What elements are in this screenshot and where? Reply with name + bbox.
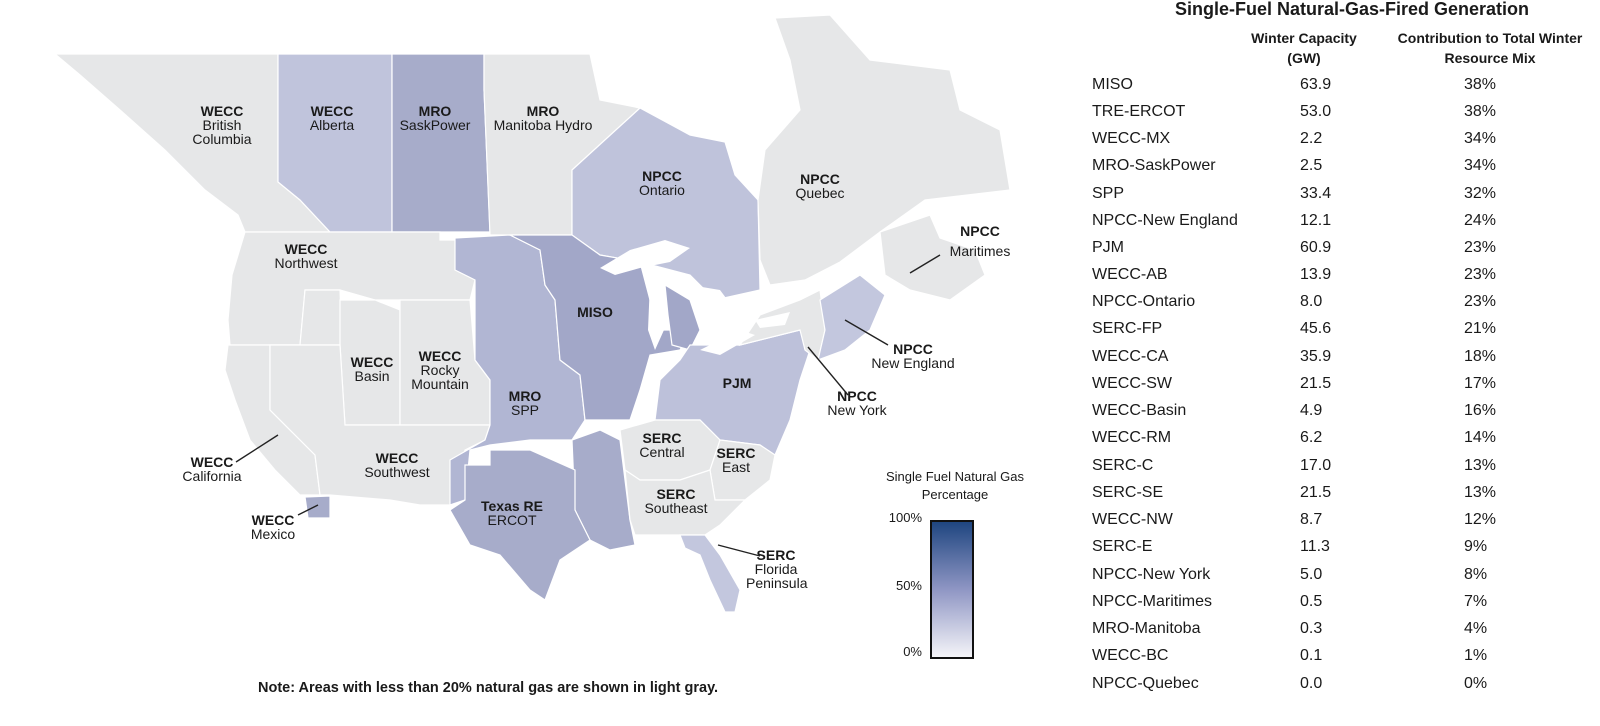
table-row: TRE-ERCOT 53.0 38%	[1092, 103, 1497, 120]
label-wecc-mexico: WECC Mexico	[250, 512, 296, 542]
label-wecc-bc: WECC British Columbia	[192, 103, 252, 147]
label-mro-manitoba: MRO Manitoba Hydro	[493, 103, 593, 133]
lake-michigan	[648, 282, 664, 350]
table-row: MRO-SaskPower 2.5 34%	[1092, 157, 1497, 174]
table-row: NPCC-Quebec 0.0 0%	[1092, 675, 1488, 692]
legend-title: Single Fuel Natural Gas Percentage	[885, 469, 1024, 502]
label-pjm: PJM	[722, 375, 752, 391]
lake-ontario	[755, 312, 790, 328]
table-row: WECC-CA 35.9 18%	[1092, 348, 1497, 365]
label-npcc-new-york: NPCC New York	[827, 388, 887, 418]
region-mro-saskpower[interactable]	[391, 53, 491, 233]
leader-line-new-york	[807, 346, 849, 396]
label-wecc-california: WECC California	[182, 454, 242, 484]
label-serc-east: SERC East	[716, 445, 756, 475]
region-wecc-northwest[interactable]	[227, 231, 476, 346]
label-mro-spp: MRO SPP	[508, 388, 542, 418]
leader-line-maritimes	[909, 254, 941, 274]
region-texas-re-ercot[interactable]	[449, 449, 591, 601]
region-serc-southeast[interactable]	[624, 468, 747, 536]
region-npcc-maritimes[interactable]	[879, 214, 986, 301]
region-npcc-new-england[interactable]	[817, 274, 886, 361]
table-title: Single-Fuel Natural-Gas-Fired Generation	[1174, 0, 1530, 19]
region-serc-florida-peninsula[interactable]	[679, 534, 741, 613]
table-row: PJM 60.9 23%	[1092, 239, 1497, 256]
lake-huron	[690, 285, 735, 325]
header-winter-capacity: Winter Capacity (GW)	[1251, 30, 1357, 66]
label-npcc-new-england: NPCC New England	[871, 341, 955, 371]
table-row: NPCC-New York 5.0 8%	[1092, 566, 1488, 583]
region-npcc-quebec[interactable]	[757, 14, 1011, 286]
map-note: Note: Areas with less than 20% natural g…	[258, 680, 719, 696]
label-miso: MISO	[577, 304, 613, 320]
table-row: SERC-FP 45.6 21%	[1092, 320, 1497, 337]
label-wecc-northwest: WECC Northwest	[274, 241, 338, 271]
table-row: WECC-SW 21.5 17%	[1092, 375, 1497, 392]
lake-superior	[600, 240, 690, 275]
table-row: MRO-Manitoba 0.3 4%	[1092, 620, 1488, 637]
region-wecc-mexico[interactable]	[304, 495, 331, 519]
table-row: WECC-Basin 4.9 16%	[1092, 402, 1497, 419]
legend-tick-0: 0%	[903, 644, 922, 659]
table-row: WECC-MX 2.2 34%	[1092, 130, 1497, 147]
label-texas-re-ercot: Texas RE ERCOT	[481, 498, 543, 528]
color-legend: Single Fuel Natural Gas Percentage 100% …	[870, 468, 1040, 668]
map-canvas	[53, 14, 1011, 613]
table-row: NPCC-Maritimes 0.5 7%	[1092, 593, 1488, 610]
table-row: MISO 63.9 38%	[1092, 76, 1497, 93]
label-npcc-maritimes: NPCC Maritimes	[949, 223, 1011, 259]
generation-table: Single-Fuel Natural-Gas-Fired Generation…	[1060, 0, 1600, 726]
lake-erie	[700, 330, 755, 355]
leader-line-mexico	[297, 504, 319, 516]
legend-tick-100: 100%	[888, 510, 922, 525]
label-wecc-basin: WECC Basin	[350, 354, 394, 384]
header-contribution: Contribution to Total Winter Resource Mi…	[1397, 30, 1583, 66]
leader-line-new-england	[844, 319, 889, 346]
label-serc-florida: SERC Florida Peninsula	[746, 547, 808, 591]
table-row: NPCC-Ontario 8.0 23%	[1092, 293, 1497, 310]
label-npcc-quebec: NPCC Quebec	[795, 171, 845, 201]
table-row: WECC-NW 8.7 12%	[1092, 511, 1497, 528]
choropleth-map: WECC British Columbia WECC Alberta MRO Sask…	[53, 14, 1040, 696]
label-npcc-ontario: NPCC Ontario	[639, 168, 685, 198]
label-serc-central: SERC Central	[639, 430, 685, 460]
table-row: WECC-AB 13.9 23%	[1092, 266, 1497, 283]
leader-line-california	[235, 434, 279, 463]
table-row: SPP 33.4 32%	[1092, 185, 1497, 202]
label-serc-southeast: SERC Southeast	[644, 486, 708, 516]
table-row: SERC-E 11.3 9%	[1092, 538, 1488, 555]
label-wecc-rocky-mountain: WECC Rocky Mountain	[411, 348, 469, 392]
leader-line-florida	[717, 544, 761, 557]
table-row: SERC-C 17.0 13%	[1092, 457, 1497, 474]
region-wecc-southwest[interactable]	[269, 344, 491, 506]
legend-gradient-bar	[930, 520, 974, 659]
label-wecc-southwest: WECC Southwest	[364, 450, 430, 480]
legend-tick-50: 50%	[895, 578, 922, 593]
label-mro-saskpower: MRO SaskPower	[399, 103, 471, 133]
table-row: WECC-BC 0.1 1%	[1092, 647, 1488, 664]
table-row: WECC-RM 6.2 14%	[1092, 429, 1497, 446]
table-row: SERC-SE 21.5 13%	[1092, 484, 1497, 501]
table-row: NPCC-New England 12.1 24%	[1092, 212, 1497, 229]
label-wecc-alberta: WECC Alberta	[309, 103, 355, 133]
